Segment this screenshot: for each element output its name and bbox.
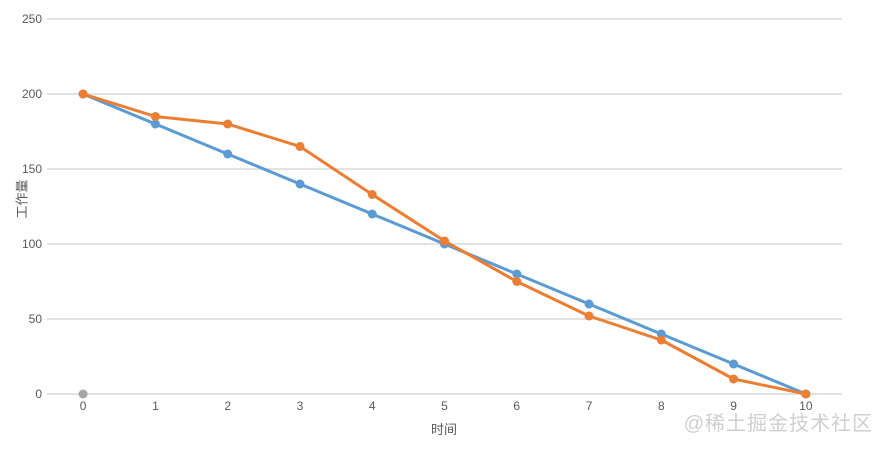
y-tick-label-150: 150 xyxy=(21,162,42,176)
x-tick-label-2: 2 xyxy=(224,399,232,413)
x-tick-label-7: 7 xyxy=(585,399,593,413)
series-blue-point xyxy=(584,299,594,309)
series-orange-point xyxy=(512,277,522,286)
x-tick-label-5: 5 xyxy=(441,399,448,413)
x-tick-label-3: 3 xyxy=(296,399,304,413)
series-blue-point xyxy=(295,179,305,189)
x-tick-label-9: 9 xyxy=(730,399,737,413)
series-orange-point xyxy=(656,335,666,345)
series-orange-point xyxy=(223,119,233,129)
series-gray-point xyxy=(78,389,88,399)
y-tick-label-0: 0 xyxy=(35,387,42,401)
x-tick-label-1: 1 xyxy=(152,399,159,413)
x-tick-label-10: 10 xyxy=(799,399,813,413)
watermark: @稀土掘金技术社区 xyxy=(683,413,873,435)
x-tick-label-4: 4 xyxy=(368,399,376,413)
series-blue-point xyxy=(223,149,233,159)
series-orange-point xyxy=(295,142,305,151)
series-orange-point xyxy=(78,89,88,99)
series-orange-point xyxy=(729,374,739,384)
series-blue-point xyxy=(367,209,377,219)
series-orange-point xyxy=(150,112,160,121)
x-axis-title: 时间 xyxy=(430,422,458,437)
x-tick-label-8: 8 xyxy=(657,399,665,413)
x-tick-label-6: 6 xyxy=(513,399,521,413)
series-blue-point xyxy=(729,359,739,369)
series-orange-point xyxy=(440,236,449,246)
series-orange-point xyxy=(801,389,811,399)
y-tick-label-250: 250 xyxy=(21,12,42,26)
y-tick-label-100: 100 xyxy=(21,237,42,251)
x-tick-label-0: 0 xyxy=(79,399,87,413)
series-blue-point xyxy=(512,269,522,279)
y-axis-title: 工作量 xyxy=(14,179,30,219)
series-orange-point xyxy=(584,311,594,321)
y-tick-label-200: 200 xyxy=(21,87,42,101)
series-blue-point xyxy=(150,119,160,129)
y-tick-label-50: 50 xyxy=(28,312,42,326)
series-orange-point xyxy=(367,190,377,199)
